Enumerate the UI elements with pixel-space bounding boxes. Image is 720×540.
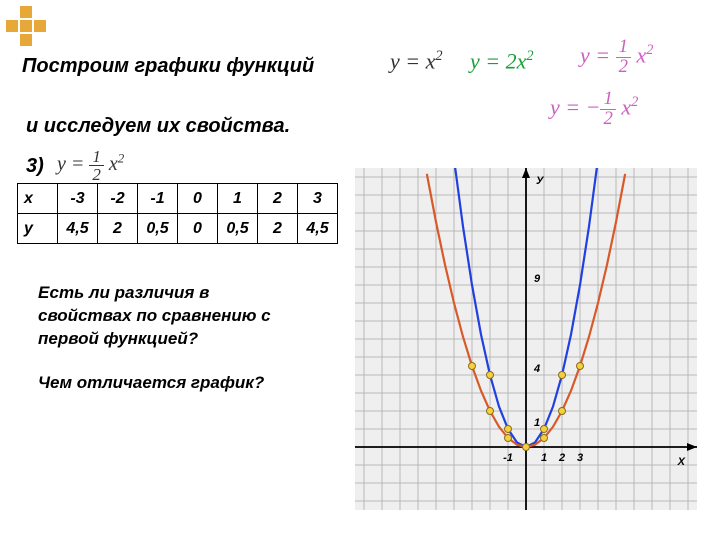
- svg-text:1: 1: [534, 417, 540, 429]
- subtitle: и исследуем их свойства.: [26, 115, 290, 138]
- cell: 3: [298, 184, 338, 214]
- page-title: Построим графики функций: [22, 55, 314, 78]
- cell: 0,5: [138, 214, 178, 244]
- formula-y-x2: y = x2: [390, 48, 443, 74]
- chart-svg: -1123149УX: [355, 168, 697, 510]
- svg-text:9: 9: [534, 273, 541, 285]
- formula-y-neg-half-x2: y = −12 x2: [550, 90, 638, 128]
- th-x: x: [18, 184, 58, 214]
- question-1: Есть ли различия в свойствах по сравнени…: [38, 282, 298, 351]
- cell: 0: [178, 184, 218, 214]
- formula-y-2x2: y = 2x2: [470, 48, 534, 74]
- corner-ornament: [6, 6, 46, 46]
- cell: 4,5: [298, 214, 338, 244]
- cell: 0,5: [218, 214, 258, 244]
- svg-text:-1: -1: [503, 452, 513, 464]
- formula-item-3: y = 12 x2: [57, 148, 124, 183]
- cell: 0: [178, 214, 218, 244]
- svg-text:4: 4: [533, 363, 540, 375]
- th-y: y: [18, 214, 58, 244]
- item-number: 3): [26, 155, 44, 178]
- cell: 1: [218, 184, 258, 214]
- svg-text:1: 1: [541, 452, 547, 464]
- svg-text:3: 3: [577, 452, 583, 464]
- cell: 2: [258, 184, 298, 214]
- cell: -1: [138, 184, 178, 214]
- cell: -3: [58, 184, 98, 214]
- svg-text:2: 2: [558, 452, 565, 464]
- value-table: x -3 -2 -1 0 1 2 3 y 4,5 2 0,5 0 0,5 2 4…: [17, 183, 338, 244]
- question-2: Чем отличается график?: [38, 372, 318, 395]
- table-row-y: y 4,5 2 0,5 0 0,5 2 4,5: [18, 214, 338, 244]
- cell: -2: [98, 184, 138, 214]
- table-row-x: x -3 -2 -1 0 1 2 3: [18, 184, 338, 214]
- cell: 2: [258, 214, 298, 244]
- svg-text:X: X: [677, 456, 686, 468]
- parabola-chart: -1123149УX: [355, 168, 697, 510]
- cell: 4,5: [58, 214, 98, 244]
- formula-y-half-x2: y = 12 x2: [580, 38, 653, 76]
- cell: 2: [98, 214, 138, 244]
